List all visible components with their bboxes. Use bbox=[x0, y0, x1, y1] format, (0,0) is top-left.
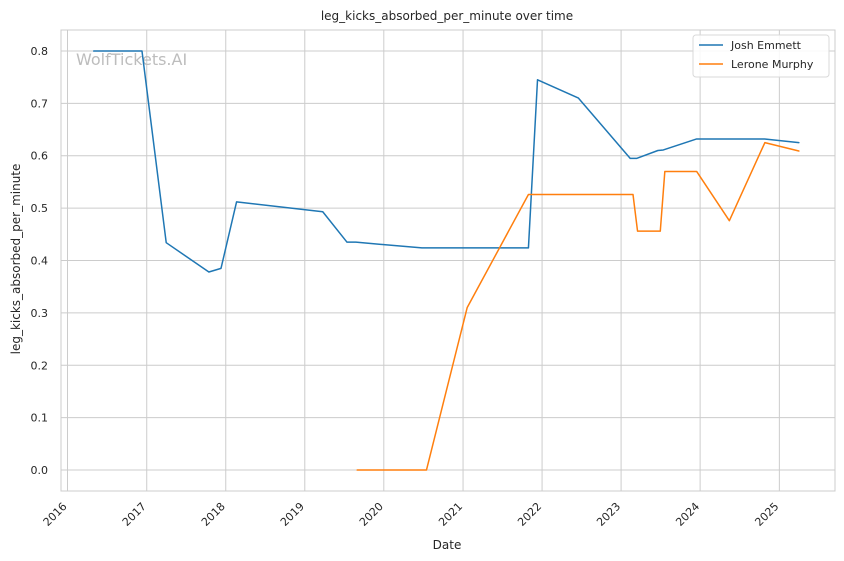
grid bbox=[61, 30, 835, 491]
series-line-1 bbox=[356, 141, 800, 471]
y-tick-label: 0.0 bbox=[31, 464, 49, 477]
legend: Josh Emmett Lerone Murphy bbox=[692, 34, 830, 78]
x-tick-label: 2023 bbox=[594, 500, 623, 529]
y-tick-label: 0.2 bbox=[31, 359, 49, 372]
chart-title: leg_kicks_absorbed_per_minute over time bbox=[321, 9, 573, 23]
x-tick-label: 2025 bbox=[752, 500, 781, 529]
y-tick-label: 0.5 bbox=[31, 202, 49, 215]
y-tick-label: 0.4 bbox=[31, 255, 49, 268]
x-tick-label: 2022 bbox=[515, 500, 544, 529]
x-tick-label: 2016 bbox=[41, 500, 70, 529]
x-axis-label: Date bbox=[433, 538, 462, 552]
y-tick-label: 0.7 bbox=[31, 97, 49, 110]
y-tick-label: 0.3 bbox=[31, 307, 49, 320]
x-tick-label: 2020 bbox=[357, 500, 386, 529]
y-axis-label: leg_kicks_absorbed_per_minute bbox=[9, 164, 23, 355]
x-tick-label: 2021 bbox=[436, 500, 465, 529]
x-tick-label: 2024 bbox=[673, 500, 702, 529]
legend-box bbox=[692, 34, 830, 78]
series-lines bbox=[92, 50, 800, 471]
watermark: WolfTickets.AI bbox=[76, 50, 187, 69]
y-tick-label: 0.1 bbox=[31, 412, 49, 425]
y-tick-label: 0.6 bbox=[31, 150, 49, 163]
series-line-0 bbox=[92, 50, 800, 273]
legend-label: Lerone Murphy bbox=[731, 58, 814, 71]
x-tick-label: 2018 bbox=[199, 500, 228, 529]
x-tick-label: 2017 bbox=[120, 500, 149, 529]
legend-label: Josh Emmett bbox=[730, 39, 802, 52]
axis-ticks: 2016 2017 2018 2019 2020 2021 2022 2023 2024 2025… bbox=[31, 45, 782, 529]
y-tick-label: 0.8 bbox=[31, 45, 49, 58]
x-tick-label: 2019 bbox=[278, 500, 307, 529]
plot-area bbox=[60, 29, 836, 492]
